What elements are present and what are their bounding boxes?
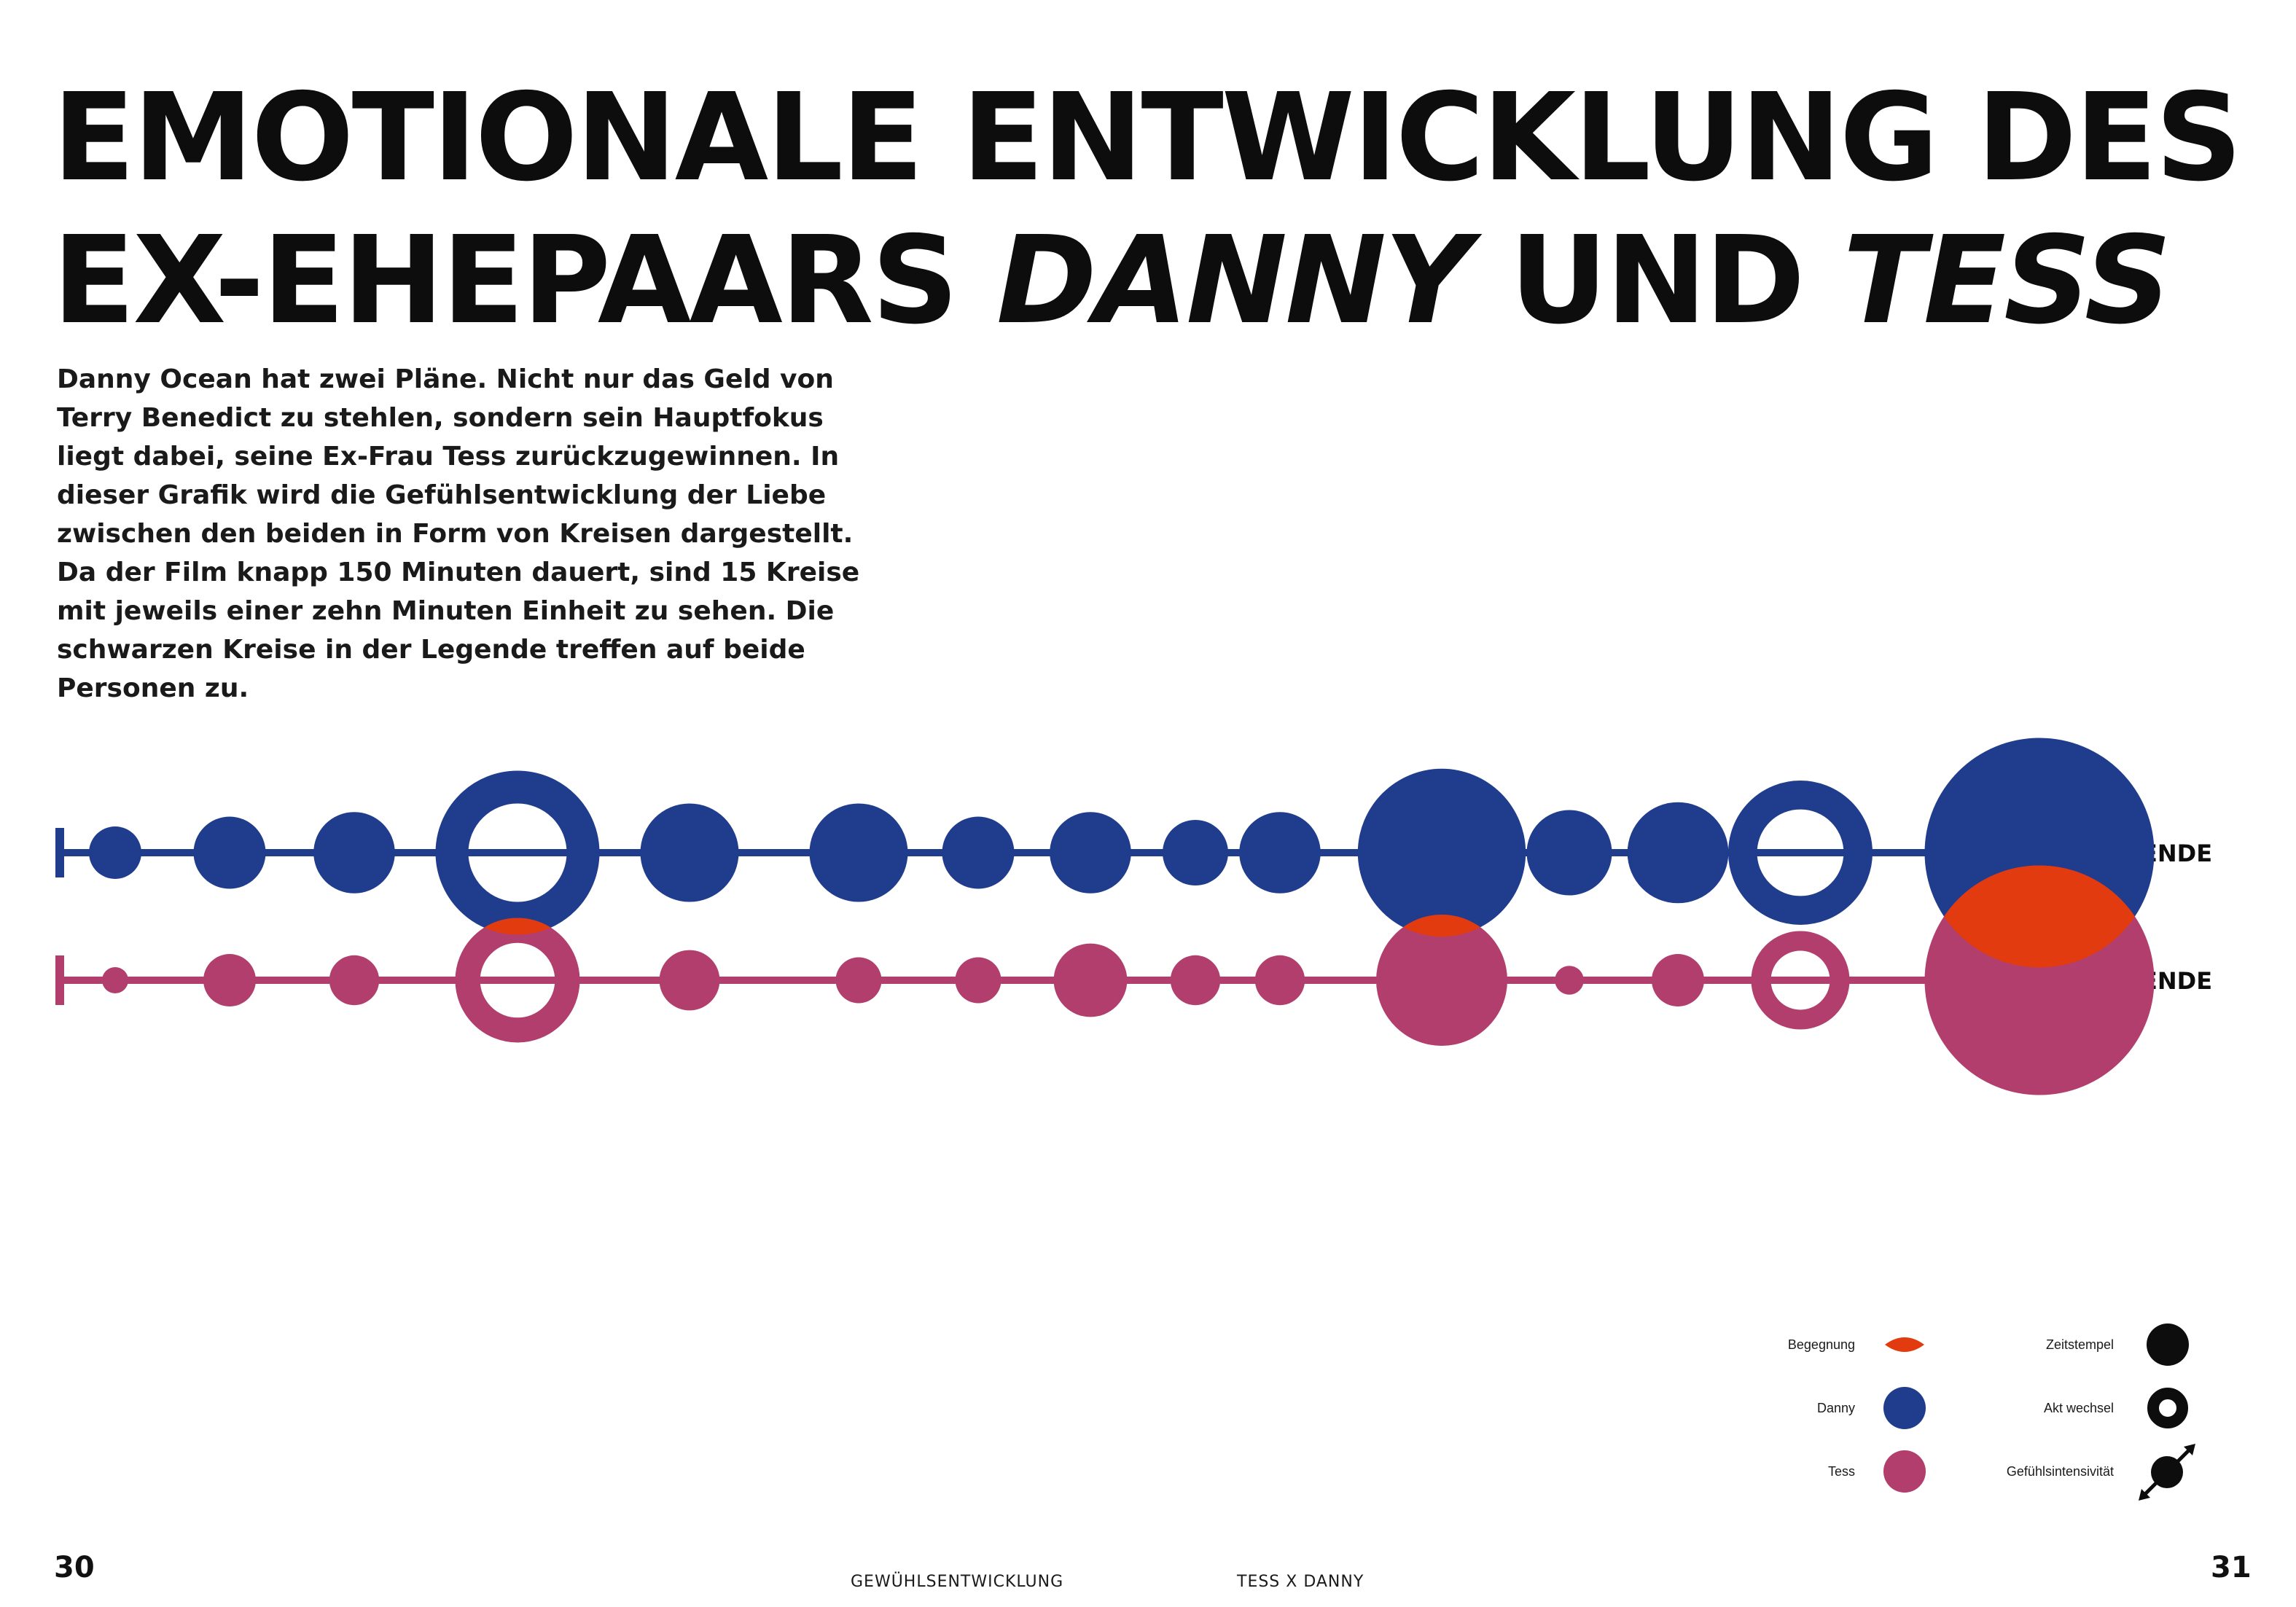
bubble-tess-130 (1652, 954, 1704, 1006)
bubble-tess-10 (102, 967, 128, 993)
bubble-danny-140 (1728, 781, 1873, 925)
page-number-left: 30 (54, 1551, 95, 1584)
bubble-tess-20 (203, 954, 256, 1006)
title-tess: TESS (1843, 211, 2171, 351)
title-line-1: EMOTIONALE ENTWICKLUNG DES (52, 68, 2242, 208)
legend-label-begegnung: Begegnung (1788, 1337, 1855, 1352)
bubble-danny-30 (313, 812, 395, 894)
bubble-tess-50 (659, 950, 720, 1011)
bubble-danny-120 (1526, 810, 1612, 896)
chart-legend: Begegnung Danny Tess Zeitstempel Akt wec… (1788, 1323, 2195, 1501)
legend-aktwechsel-icon (2147, 1388, 2188, 1428)
legend-label-danny: Danny (1817, 1401, 1855, 1415)
legend-label-zeitstempel: Zeitstempel (2046, 1337, 2114, 1352)
title-danny: DANNY (996, 211, 1472, 351)
bubble-tess-110 (1376, 915, 1507, 1046)
bubble-tess-60 (835, 957, 882, 1004)
title-und: UND (1469, 211, 1843, 351)
legend-tess-icon (1883, 1450, 1926, 1493)
bubble-tess-140 (1751, 931, 1850, 1030)
bubble-danny-20 (193, 816, 266, 889)
page-title: EMOTIONALE ENTWICKLUNG DES EX-EHEPAARS DA… (52, 67, 2242, 353)
bubble-tess-80 (1053, 943, 1128, 1017)
legend-begegnung-icon (1885, 1337, 1924, 1352)
bubble-danny-130 (1627, 802, 1729, 904)
bubble-danny-80 (1050, 812, 1131, 894)
bubble-tess-100 (1254, 955, 1305, 1006)
begegnung-150 (1924, 865, 2155, 968)
bubble-danny-90 (1163, 820, 1228, 885)
bubble-danny-60 (809, 803, 908, 902)
series-tess: ENDE (55, 865, 2212, 1095)
bubble-danny-10 (89, 826, 141, 879)
bubble-tess-30 (329, 955, 380, 1006)
intro-paragraph: Danny Ocean hat zwei Pläne. Nicht nur da… (57, 364, 860, 703)
page-number-right: 31 (2211, 1551, 2252, 1584)
footer-subtitle: TESS X DANNY (1237, 1573, 1364, 1591)
legend-label-aktwechsel: Akt wechsel (2044, 1401, 2114, 1415)
bubble-danny-110 (1357, 768, 1526, 937)
bubble-danny-100 (1239, 812, 1321, 894)
bubble-danny-70 (942, 816, 1015, 889)
bubble-tess-90 (1170, 955, 1221, 1006)
bubble-danny-50 (640, 803, 739, 902)
legend-label-gefuehlsintensitaet: Gefühlsintensivität (2007, 1464, 2114, 1479)
title-line-2-start: EX-EHEPAARS (52, 211, 996, 351)
series-danny: ENDE (55, 738, 2212, 968)
legend-gefuehlsintensitaet-icon (2139, 1444, 2195, 1501)
footer-section: GEWÜHLSENTWICKLUNG (851, 1573, 1064, 1591)
legend-label-tess: Tess (1828, 1464, 1855, 1479)
bubble-tess-70 (955, 957, 1001, 1004)
bubble-tess-120 (1555, 966, 1584, 995)
legend-zeitstempel-icon (2147, 1323, 2189, 1366)
legend-danny-icon (1883, 1387, 1926, 1429)
